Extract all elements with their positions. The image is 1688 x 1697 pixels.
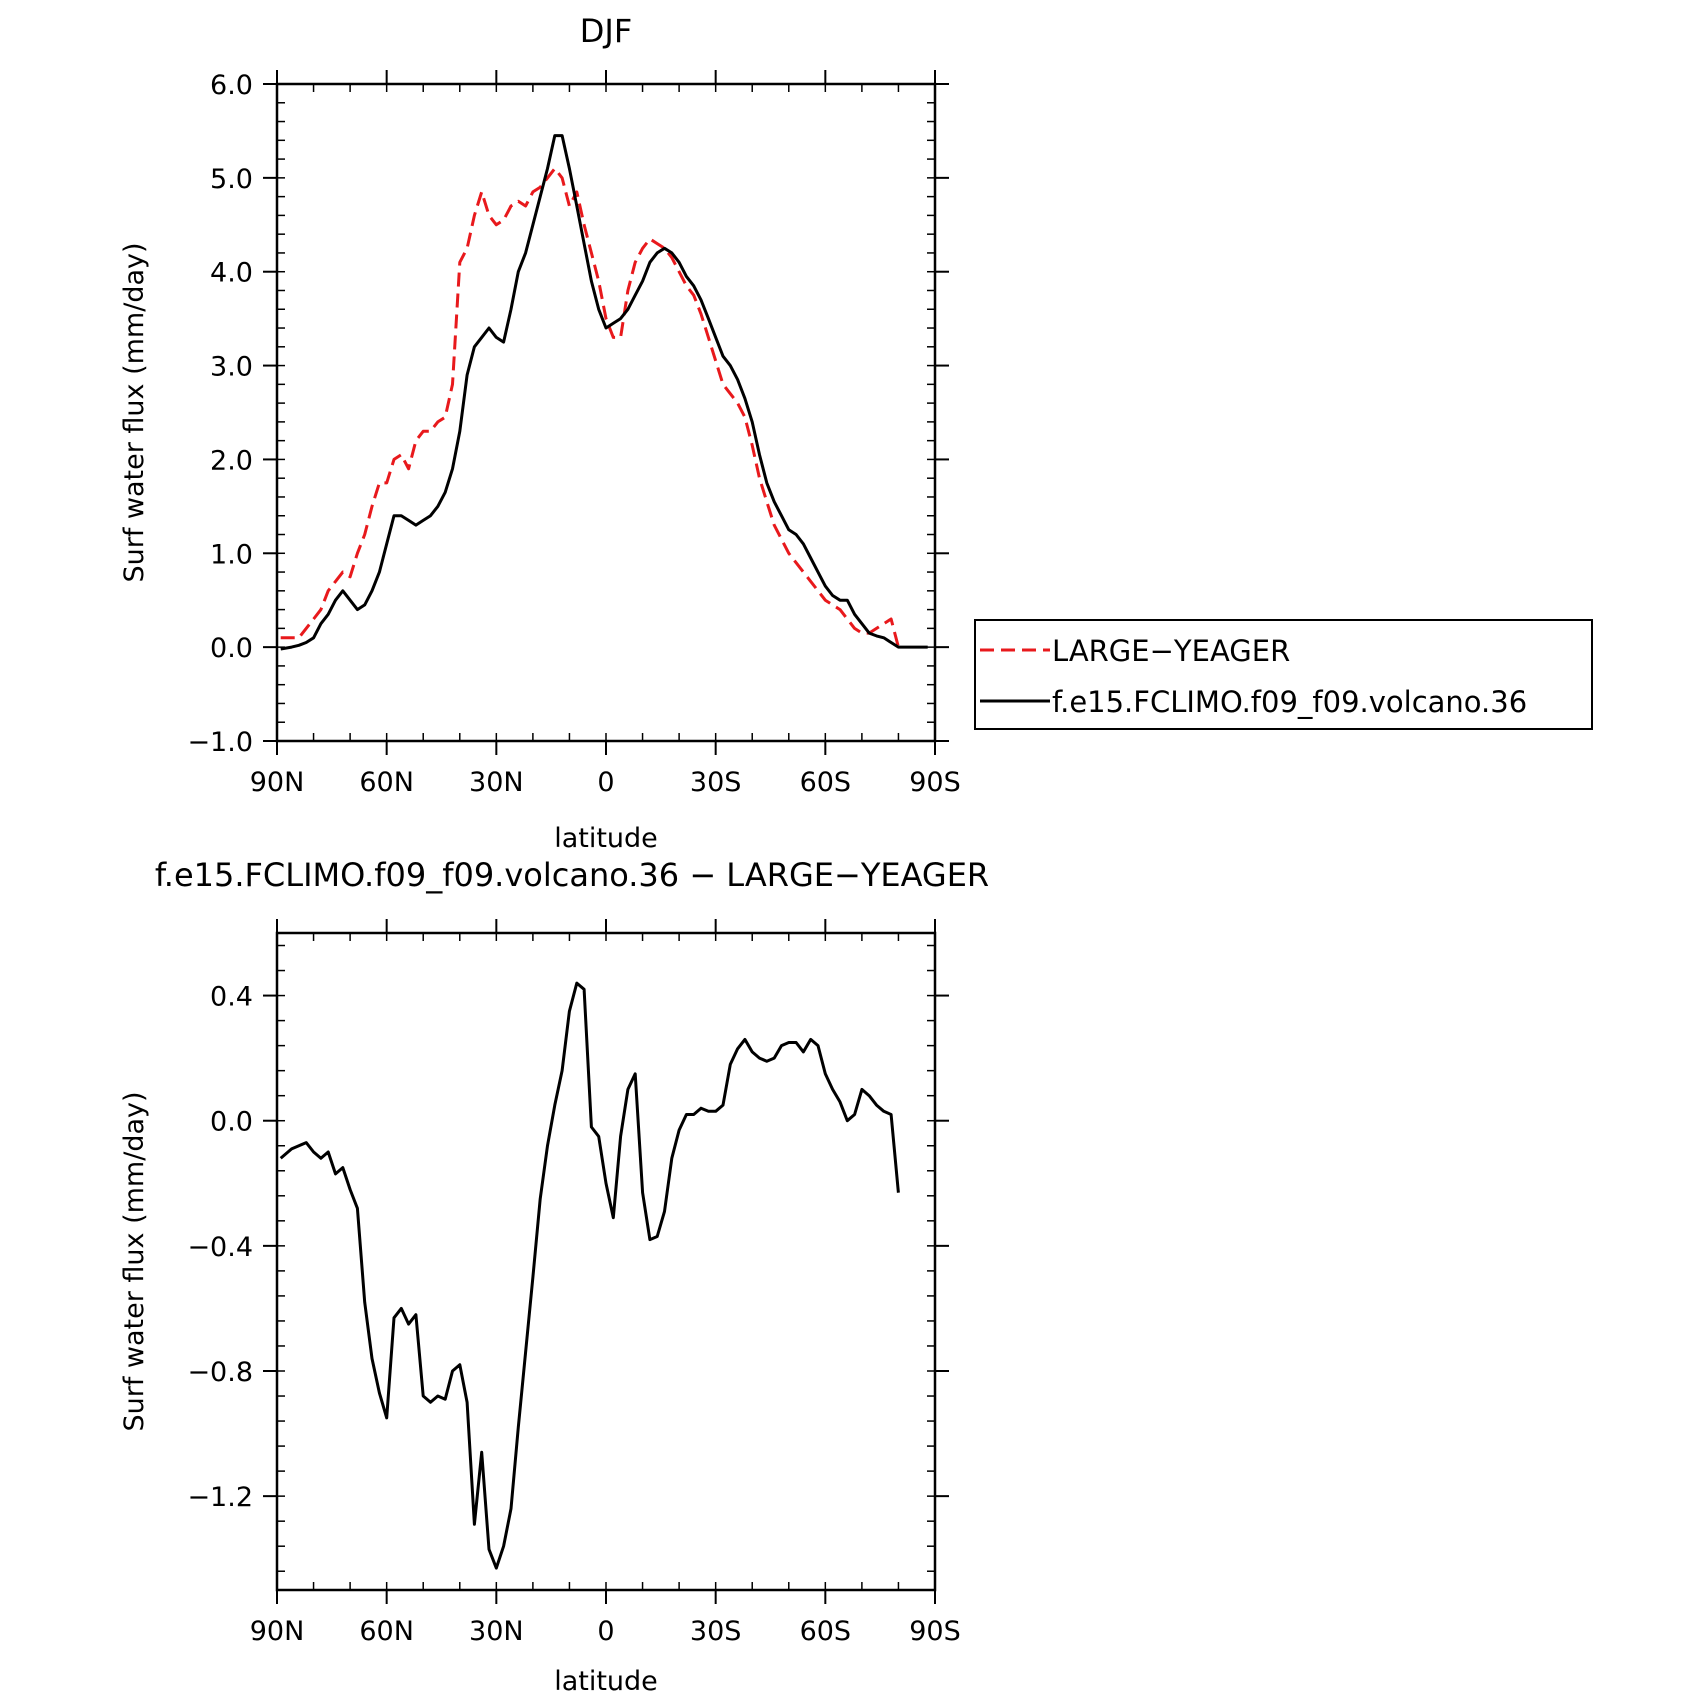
y-tick-label: 3.0: [210, 352, 253, 383]
x-tick-label: 60N: [359, 1616, 414, 1647]
x-tick-label: 90N: [250, 1616, 305, 1647]
y-tick-label: 5.0: [210, 164, 253, 195]
x-axis-title: latitude: [554, 1666, 658, 1697]
x-tick-label: 90S: [909, 1616, 961, 1647]
plot-title: DJF: [580, 12, 632, 50]
series-line-large-yeager: [280, 167, 900, 648]
plot-frame: [275, 931, 937, 1592]
y-tick-label: 0.0: [210, 1107, 253, 1138]
series-line-f-e15-fclimo-f09-f09-volcano-36: [280, 134, 928, 651]
x-tick-label: 60S: [800, 767, 852, 798]
y-axis-title: Surf water flux (mm/day): [119, 242, 150, 582]
x-axis-title: latitude: [554, 823, 658, 854]
y-tick-label: 6.0: [210, 70, 253, 101]
legend-box: [974, 619, 1593, 730]
legend-label: LARGE−YEAGER: [1052, 634, 1290, 668]
y-tick-label: −0.4: [187, 1232, 253, 1263]
plot-frame: [275, 82, 937, 743]
x-tick-label: 30N: [469, 767, 524, 798]
x-tick-label: 0: [597, 767, 614, 798]
y-tick-label: 0.0: [210, 633, 253, 664]
y-tick-label: 2.0: [210, 445, 253, 476]
legend: LARGE−YEAGER f.e15.FCLIMO.f09_f09.volcano…: [974, 619, 1593, 730]
y-axis-title: Surf water flux (mm/day): [119, 1091, 150, 1431]
y-tick-label: 1.0: [210, 539, 253, 570]
bottom-panel-difference: 90N 60N 30N 0 30S 60S 90S −1.2 −0.8 −0.4 0.0 0.4 f.e…: [119, 856, 989, 1697]
x-tick-label: 60S: [800, 1616, 852, 1647]
x-tick-label: 30N: [469, 1616, 524, 1647]
x-tick-label: 30S: [690, 1616, 742, 1647]
y-tick-label: −1.0: [187, 727, 253, 758]
plot-title: f.e15.FCLIMO.f09_f09.volcano.36 − LARGE−…: [155, 856, 989, 894]
legend-label: f.e15.FCLIMO.f09_f09.volcano.36: [1052, 685, 1527, 719]
y-tick-label: 0.4: [210, 982, 253, 1013]
top-panel-djf: 90N 60N 30N 0 30S 60S 90S −1.0 0.0 1.0 2.0 3.0 4.0 5.…: [119, 12, 961, 854]
x-tick-label: 60N: [359, 767, 414, 798]
y-tick-label: −0.8: [187, 1357, 253, 1388]
y-tick-label: 4.0: [210, 258, 253, 289]
x-tick-label: 30S: [690, 767, 742, 798]
y-tick-label: −1.2: [187, 1482, 253, 1513]
x-tick-label: 0: [597, 1616, 614, 1647]
x-tick-label: 90S: [909, 767, 961, 798]
series-line-series: [279, 981, 900, 1570]
x-tick-label: 90N: [250, 767, 305, 798]
